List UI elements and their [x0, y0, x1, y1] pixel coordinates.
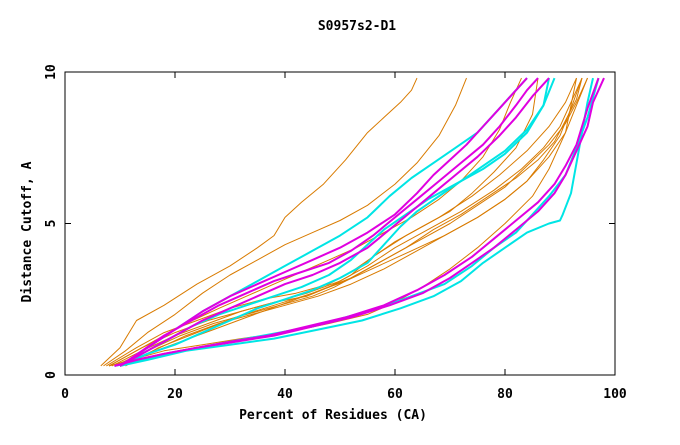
series-line-magenta-18 — [119, 77, 550, 367]
series-line-orange-8 — [114, 77, 583, 367]
x-axis-label: Percent of Residues (CA) — [239, 408, 427, 423]
series-line-cyan-13 — [119, 77, 556, 367]
series-line-magenta-20 — [114, 77, 605, 367]
y-tick-label: 0 — [44, 371, 59, 379]
y-axis-label: Distance Cutoff, A — [20, 161, 35, 302]
x-tick-label: 20 — [167, 387, 183, 402]
series-line-orange-6 — [111, 77, 583, 367]
y-tick-label: 10 — [44, 64, 59, 80]
x-tick-label: 0 — [61, 387, 69, 402]
series-line-orange-7 — [119, 77, 588, 367]
series-line-magenta-17 — [119, 77, 539, 367]
series-line-orange-2 — [108, 77, 522, 367]
series-line-orange-9 — [125, 77, 588, 367]
x-tick-label: 40 — [277, 387, 293, 402]
plot-frame — [64, 71, 616, 376]
series-line-orange-1 — [103, 77, 467, 367]
x-axis: 0 20 40 60 80 100 — [61, 72, 627, 402]
x-tick-label: 60 — [387, 387, 403, 402]
series-line-orange-3 — [106, 78, 539, 367]
series-layer — [100, 77, 605, 367]
x-tick-label: 80 — [497, 387, 513, 402]
y-tick-label: 5 — [44, 220, 59, 228]
series-line-cyan-14 — [119, 77, 594, 367]
series-line-magenta-16 — [119, 77, 528, 367]
x-tick-label: 100 — [603, 387, 627, 402]
y-axis: 0 5 10 — [44, 64, 615, 379]
series-line-orange-10 — [108, 78, 577, 367]
chart-title: S0957s2-D1 — [318, 19, 396, 34]
series-line-orange-0 — [100, 77, 418, 367]
